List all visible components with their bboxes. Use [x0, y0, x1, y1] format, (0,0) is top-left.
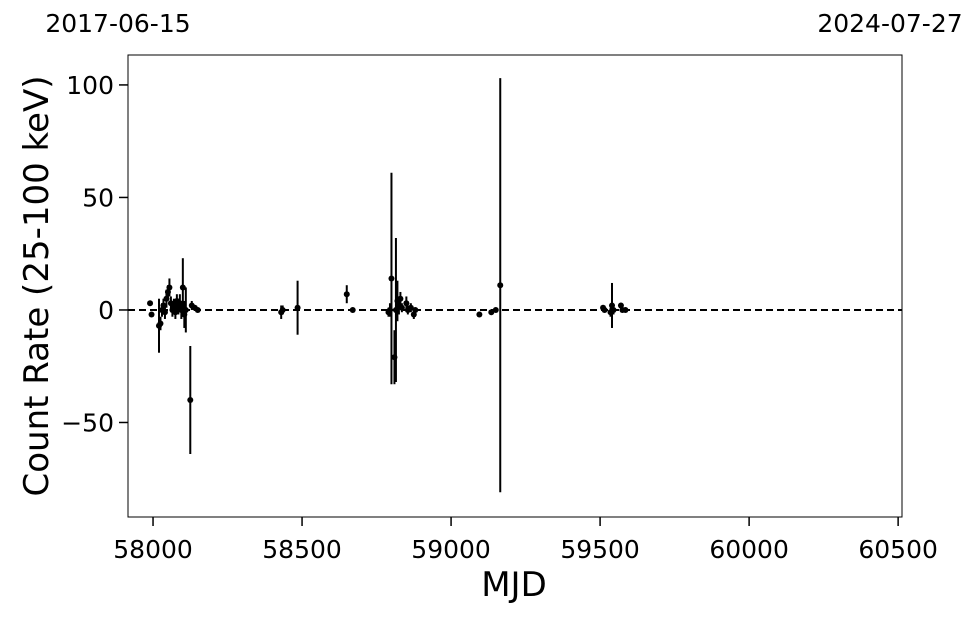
x-tick-label: 59500: [560, 535, 640, 564]
data-point: [497, 282, 504, 289]
y-tick-label: 0: [98, 296, 114, 325]
data-point: [194, 306, 201, 313]
data-point: [343, 291, 350, 298]
x-axis-label: MJD: [481, 565, 547, 605]
data-point: [610, 306, 617, 313]
data-point: [617, 302, 624, 309]
plot-frame: [127, 54, 903, 518]
data-point: [622, 306, 629, 313]
x-tick-label: 58000: [113, 535, 193, 564]
x-tick-label: 59000: [411, 535, 491, 564]
y-tick-label: 100: [66, 71, 114, 100]
y-tick-label: 50: [82, 183, 114, 212]
data-point: [157, 320, 164, 327]
data-point: [407, 304, 414, 311]
y-tick-label: −50: [61, 408, 114, 437]
data-point: [166, 284, 173, 291]
data-point: [161, 309, 168, 316]
data-point: [398, 304, 405, 311]
x-tick-label: 60000: [709, 535, 789, 564]
data-point: [147, 300, 154, 307]
data-point: [294, 304, 301, 311]
data-point: [476, 311, 483, 318]
x-tick-label: 60500: [858, 535, 938, 564]
data-point: [279, 306, 286, 313]
data-point: [148, 311, 155, 318]
y-axis-label: Count Rate (25-100 keV): [17, 76, 57, 497]
data-point: [182, 306, 189, 313]
top-left-label: 2017-06-15: [45, 9, 190, 38]
data-point: [172, 309, 179, 316]
data-point: [187, 396, 194, 403]
data-point: [388, 275, 395, 282]
x-tick-label: 58500: [262, 535, 342, 564]
data-point: [403, 300, 410, 307]
data-point: [412, 306, 419, 313]
data-point: [410, 311, 417, 318]
top-right-label: 2024-07-27: [817, 9, 962, 38]
data-point: [488, 309, 495, 316]
data-point: [601, 306, 608, 313]
data-point: [179, 284, 186, 291]
data-point: [397, 295, 404, 302]
data-point: [492, 306, 499, 313]
data-point: [349, 306, 356, 313]
